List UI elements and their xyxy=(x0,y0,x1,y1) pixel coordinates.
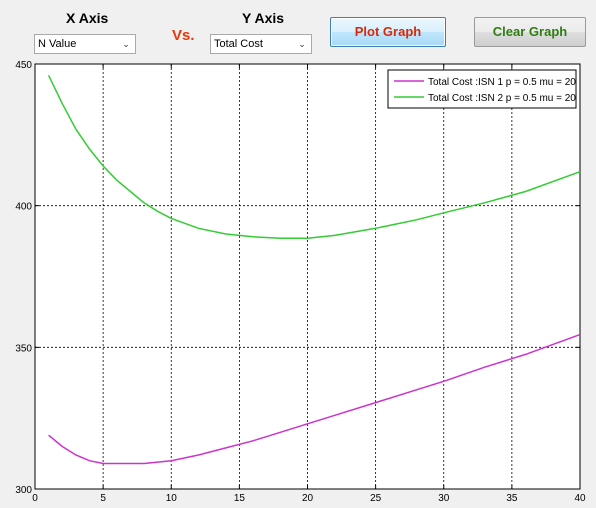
x-tick-label: 0 xyxy=(32,493,38,504)
chevron-down-icon: ⌄ xyxy=(122,39,130,49)
legend-box xyxy=(387,69,577,109)
clear-graph-button[interactable]: Clear Graph xyxy=(474,17,586,47)
series-line-2 xyxy=(47,74,581,240)
x-tick-label: 40 xyxy=(574,493,586,504)
x-axis-select[interactable]: N Value ⌄ xyxy=(34,34,136,54)
legend-label-2: Total Cost :ISN 2 p = 0.5 mu = 20 xyxy=(428,93,576,104)
y-axis-select-value: Total Cost xyxy=(214,38,263,50)
x-axis-label: X Axis xyxy=(66,10,109,26)
x-tick-label: 30 xyxy=(438,493,450,504)
x-tick-label: 15 xyxy=(234,493,246,504)
vs-label: Vs. xyxy=(172,27,195,44)
plot-graph-button[interactable]: Plot Graph xyxy=(330,17,446,47)
x-axis-select-value: N Value xyxy=(38,38,77,50)
y-axis-select[interactable]: Total Cost ⌄ xyxy=(210,34,312,54)
x-tick-label: 20 xyxy=(302,493,314,504)
x-tick-label: 5 xyxy=(100,493,106,504)
legend-label-1: Total Cost :ISN 1 p = 0.5 mu = 20 xyxy=(428,77,576,88)
x-tick-label: 10 xyxy=(166,493,178,504)
x-tick-label: 25 xyxy=(370,493,382,504)
y-tick-label: 300 xyxy=(15,485,32,496)
y-axis-label: Y Axis xyxy=(242,10,285,26)
y-tick-label: 400 xyxy=(15,202,32,213)
series-line-1 xyxy=(48,333,581,465)
y-tick-label: 350 xyxy=(15,343,32,354)
x-tick-label: 35 xyxy=(506,493,518,504)
y-tick-label: 450 xyxy=(15,60,32,71)
chevron-down-icon: ⌄ xyxy=(298,39,306,49)
